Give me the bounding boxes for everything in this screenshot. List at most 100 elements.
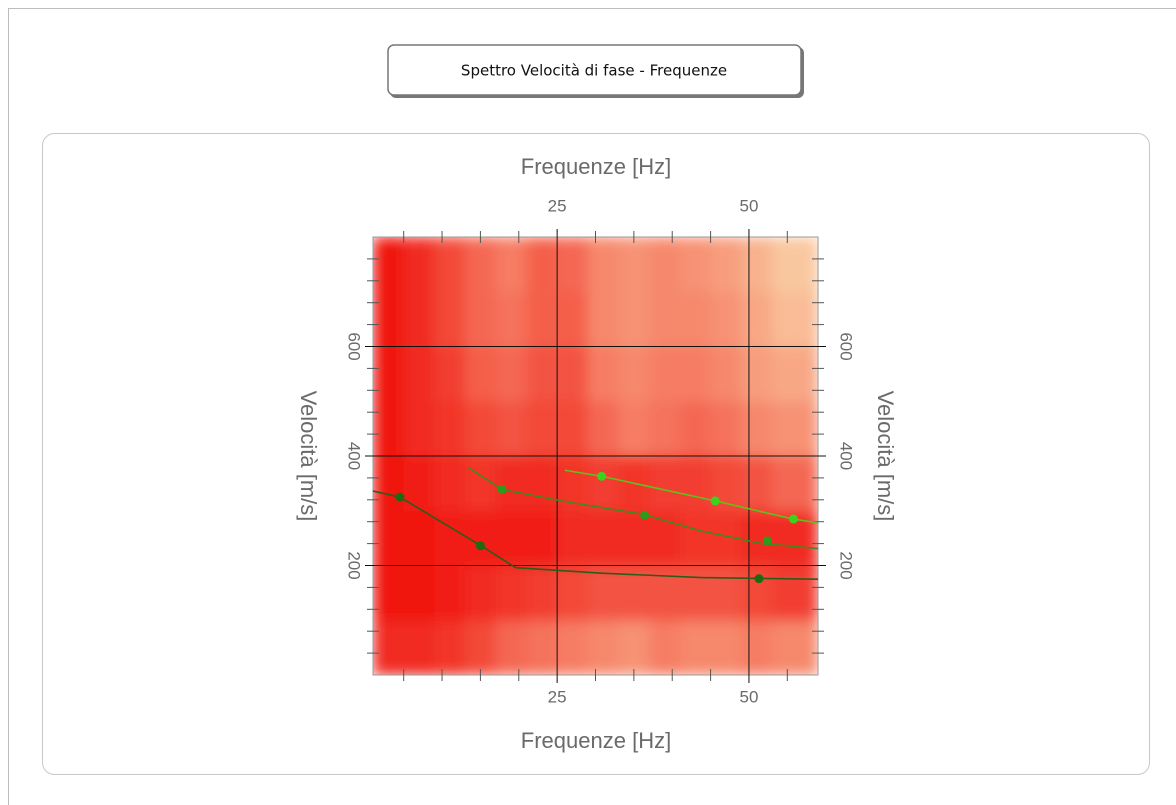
heat-cell <box>679 237 712 293</box>
heat-cell <box>373 510 405 566</box>
heat-cell <box>495 291 527 347</box>
x-tick-label: 50 <box>739 687 758 706</box>
heat-cell <box>526 620 558 675</box>
heat-cell <box>465 237 497 293</box>
heat-cell <box>741 346 773 402</box>
heat-cell <box>557 510 589 566</box>
x-axis-title: Frequenze [Hz] <box>521 728 671 753</box>
heat-cell <box>495 510 527 566</box>
heat-cell <box>649 456 681 512</box>
heat-cell <box>526 401 558 457</box>
heat-cell <box>587 620 620 675</box>
heat-cell <box>403 620 435 675</box>
heat-cell <box>526 237 558 293</box>
picked-point <box>497 484 507 494</box>
heat-cell <box>741 565 773 621</box>
heat-cell <box>434 401 466 457</box>
heat-cell <box>587 565 620 621</box>
heat-cell <box>771 401 818 457</box>
heat-cell <box>710 291 742 347</box>
heat-cell <box>465 565 497 621</box>
heat-cell <box>403 237 435 293</box>
heat-cell <box>679 620 712 675</box>
heat-cell <box>465 291 497 347</box>
heat-cell <box>587 401 620 457</box>
y-tick-label-right: 200 <box>837 551 856 579</box>
page-frame <box>8 8 1176 805</box>
heat-cell <box>771 237 818 293</box>
heat-cell <box>495 401 527 457</box>
heat-cell <box>403 346 435 402</box>
heat-cell <box>741 620 773 675</box>
heat-cell <box>710 401 742 457</box>
picked-point <box>754 574 764 584</box>
heat-cell <box>526 510 558 566</box>
plot-overlay: 25 25 50 50 200 200 400 400 600 600 <box>345 196 856 706</box>
heat-cell <box>373 346 405 402</box>
heat-cell <box>649 565 681 621</box>
heat-cell <box>403 510 435 566</box>
heat-cell <box>771 346 818 402</box>
heat-cell <box>741 456 773 512</box>
heatmap <box>373 237 818 675</box>
heat-cell <box>434 237 466 293</box>
heat-cell <box>373 565 405 621</box>
x-tick-label: 25 <box>548 687 567 706</box>
y-tick-label: 200 <box>345 551 364 579</box>
heat-cell <box>526 565 558 621</box>
heat-cell <box>741 291 773 347</box>
heat-cell <box>557 401 589 457</box>
heat-cell <box>465 620 497 675</box>
heat-cell <box>495 237 527 293</box>
heat-cell <box>434 620 466 675</box>
heat-cell <box>373 291 405 347</box>
picked-point <box>762 536 772 546</box>
heat-cell <box>434 565 466 621</box>
heat-cell <box>495 565 527 621</box>
heat-cell <box>587 456 620 512</box>
y-tick-label: 400 <box>345 442 364 470</box>
heat-cell <box>679 346 712 402</box>
heat-cell <box>403 565 435 621</box>
heat-cell <box>587 291 620 347</box>
heat-cell <box>741 237 773 293</box>
x-tick-label-top: 50 <box>739 196 758 215</box>
heat-cell <box>679 510 712 566</box>
y-tick-label: 600 <box>345 332 364 360</box>
heat-cell <box>710 237 742 293</box>
chart-title: Spettro Velocità di fase - Frequenze <box>461 62 727 80</box>
heat-cell <box>710 565 742 621</box>
picked-point <box>710 496 720 506</box>
heat-cell <box>557 346 589 402</box>
x-tick-label-top: 25 <box>548 196 567 215</box>
heat-cell <box>373 237 405 293</box>
heat-cell <box>434 510 466 566</box>
heat-cell <box>434 456 466 512</box>
heat-cell <box>587 510 620 566</box>
heat-cell <box>649 620 681 675</box>
heat-cell <box>710 346 742 402</box>
heat-cell <box>434 346 466 402</box>
heat-cell <box>771 620 818 675</box>
heatmap-cells <box>373 237 818 675</box>
heat-cell <box>771 565 818 621</box>
heat-cell <box>403 401 435 457</box>
y-tick-label-right: 400 <box>837 442 856 470</box>
heat-cell <box>771 456 818 512</box>
heat-cell <box>587 346 620 402</box>
y-axis-title: Velocità [m/s] <box>296 391 321 522</box>
heat-cell <box>679 401 712 457</box>
y-tick-label-right: 600 <box>837 332 856 360</box>
heat-cell <box>465 346 497 402</box>
heat-cell <box>618 291 650 347</box>
heat-cell <box>557 620 589 675</box>
heat-cell <box>557 291 589 347</box>
heat-cell <box>557 237 589 293</box>
heat-cell <box>618 620 650 675</box>
heat-cell <box>465 456 497 512</box>
heat-cell <box>587 237 620 293</box>
heat-cell <box>741 401 773 457</box>
heat-cell <box>649 510 681 566</box>
heat-cell <box>526 346 558 402</box>
